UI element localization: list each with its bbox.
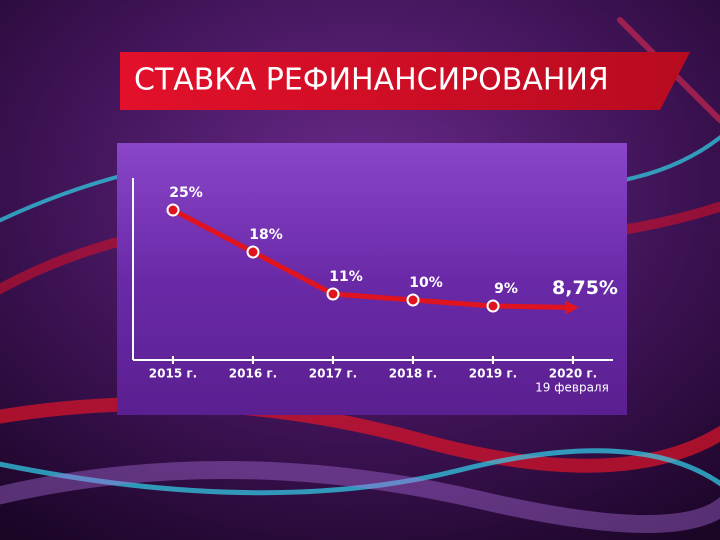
x-tick-label: 2018 г. [389, 367, 437, 381]
x-tick-label: 2019 г. [469, 367, 517, 381]
value-label: 18% [249, 227, 283, 243]
chart-panel [117, 143, 627, 415]
x-tick-label: 2017 г. [309, 367, 357, 381]
arrow-head [565, 300, 579, 315]
point [486, 299, 500, 313]
point [166, 203, 180, 217]
point [246, 245, 260, 259]
value-label: 11% [329, 269, 363, 285]
value-label: 10% [409, 275, 443, 291]
value-label: 8,75% [552, 277, 618, 299]
point [406, 293, 420, 307]
chart-title: СТАВКА РЕФИНАНСИРОВАНИЯ [134, 63, 609, 98]
x-tick-label: 2016 г. [229, 367, 277, 381]
date-note: 19 февраля [535, 381, 609, 395]
x-tick-label: 2020 г. [549, 367, 597, 381]
point [326, 287, 340, 301]
x-tick-label: 2015 г. [149, 367, 197, 381]
value-label: 25% [169, 185, 203, 201]
title-banner [120, 52, 690, 110]
value-label: 9% [494, 281, 518, 297]
data-line [170, 207, 576, 310]
